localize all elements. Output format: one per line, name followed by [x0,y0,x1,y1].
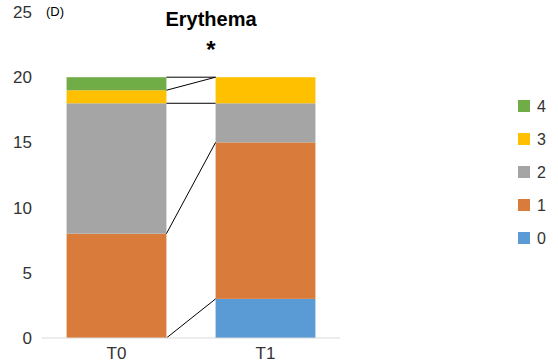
y-tick [39,207,42,208]
series-line [166,77,215,90]
title: Erythema [165,8,257,30]
x-tick-label: T1 [256,344,276,363]
series-line [166,77,215,78]
panel-label: (D) [46,4,64,19]
series-line [166,142,215,233]
bar-segment [216,299,316,338]
y-tick [39,77,42,78]
bar-segment [67,103,167,233]
y-tick-label: 10 [13,199,32,218]
x-axis [42,338,340,339]
y-tick-label: 0 [23,329,32,348]
bar-segment [67,234,167,338]
bar-segment [67,90,167,103]
y-tick [39,142,42,143]
legend: 4 3 2 1 0 [518,98,546,247]
legend-swatch [518,166,530,178]
series-line [166,103,215,104]
y-tick-label: 5 [23,264,32,283]
legend-swatch [518,199,530,211]
bar-segment [216,103,316,142]
bar-segment [67,77,167,90]
legend-swatch [518,100,530,112]
series-line [166,299,215,338]
legend-label: 4 [537,98,546,115]
y-tick [39,338,42,339]
bar-segment [216,77,316,103]
y-tick [39,12,42,13]
legend-label: 2 [537,164,546,181]
bar-segment [216,77,316,78]
legend-label: 1 [537,197,546,214]
legend-swatch [518,232,530,244]
legend-swatch [518,133,530,145]
x-tick-label: T0 [107,344,127,363]
bars [67,77,316,338]
chart: 0510152025T0T1Erythema(D)*43210 [0,0,558,364]
bar-segment [216,142,316,298]
y-tick-label: 25 [13,3,32,22]
y-tick [39,272,42,273]
y-tick-label: 15 [13,133,32,152]
legend-label: 0 [537,230,546,247]
y-tick-label: 20 [13,68,32,87]
annotation: * [206,36,216,63]
legend-label: 3 [537,131,546,148]
